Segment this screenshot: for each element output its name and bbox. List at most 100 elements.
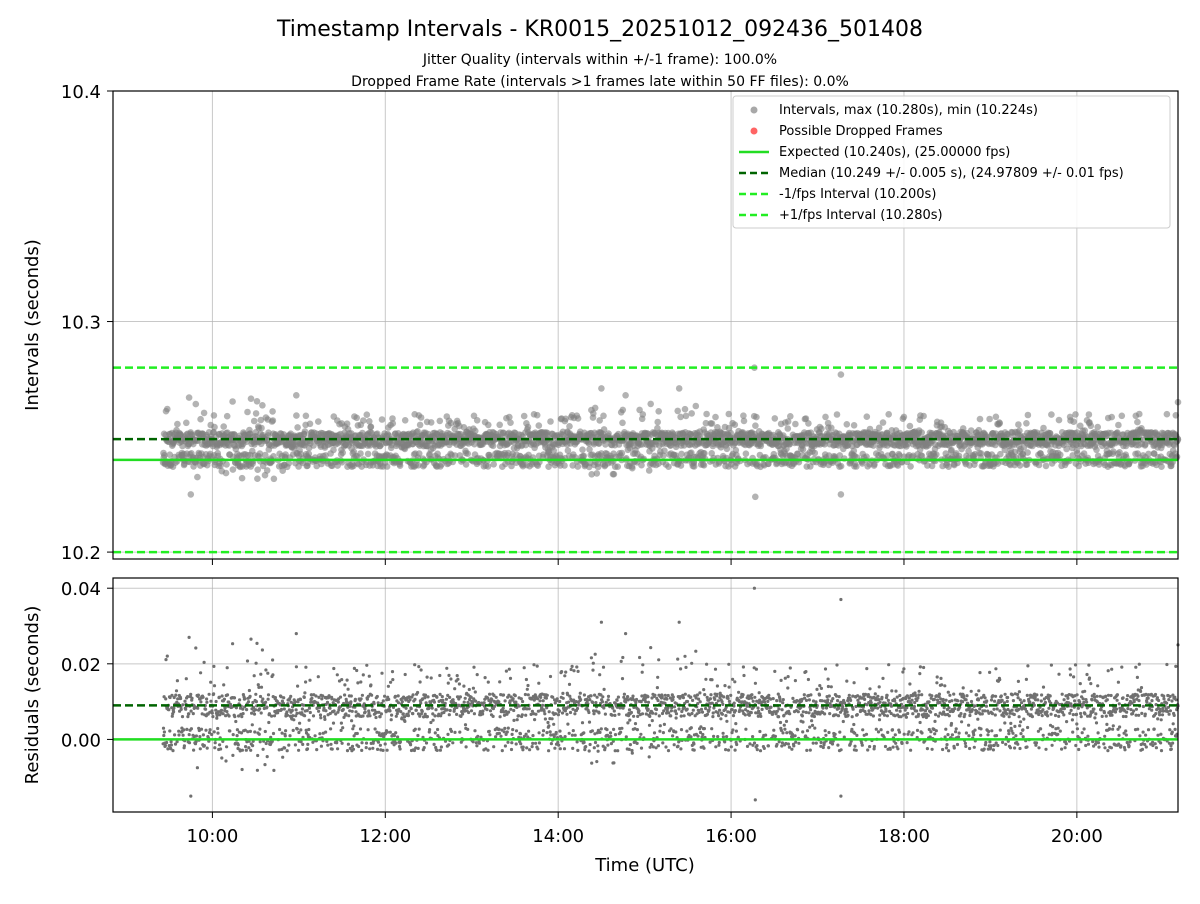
residual-point (521, 700, 524, 703)
residual-point (259, 695, 262, 698)
interval-point (353, 415, 360, 422)
interval-point (732, 421, 739, 428)
residual-point (209, 728, 212, 731)
residual-point (475, 744, 478, 747)
residual-point (472, 687, 475, 690)
interval-point (239, 475, 246, 482)
residual-point (162, 734, 165, 737)
residual-point (468, 688, 471, 691)
residual-point (337, 700, 340, 703)
residual-point (371, 747, 374, 750)
residual-point (267, 693, 270, 696)
residual-point (613, 714, 616, 717)
residual-point (568, 732, 571, 735)
residual-point (568, 683, 571, 686)
residual-point (288, 734, 291, 737)
interval-point (712, 414, 719, 421)
residual-point (251, 723, 254, 726)
interval-point (703, 411, 710, 418)
residual-point (179, 697, 182, 700)
residual-point (417, 665, 420, 668)
residual-point (674, 709, 677, 712)
residual-point (369, 683, 372, 686)
residual-point (478, 742, 481, 745)
residual-point (365, 746, 368, 749)
residual-point (336, 747, 339, 750)
residual-point (308, 707, 311, 710)
residual-point (234, 720, 237, 723)
residual-point (314, 734, 317, 737)
residual-point (257, 683, 260, 686)
residual-point (510, 733, 513, 736)
residual-point (181, 715, 184, 718)
interval-point (417, 422, 424, 429)
residual-point (204, 708, 207, 711)
residual-point (701, 711, 704, 714)
interval-point (379, 416, 386, 423)
interval-point (251, 418, 258, 425)
residual-point (571, 665, 574, 668)
residual-point (190, 727, 193, 730)
residual-point (649, 646, 652, 649)
residual-point (680, 715, 683, 718)
residual-point (588, 721, 591, 724)
interval-point (293, 412, 300, 419)
residual-point (499, 715, 502, 718)
interval-point (565, 447, 572, 454)
residual-point (280, 708, 283, 711)
residual-point (558, 730, 561, 733)
residual-point (653, 731, 656, 734)
residual-point (326, 701, 329, 704)
residual-point (568, 695, 571, 698)
residual-point (654, 712, 657, 715)
interval-point (1070, 418, 1077, 425)
residual-point (243, 697, 246, 700)
residual-point (377, 741, 380, 744)
interval-point (674, 408, 681, 415)
residual-point (361, 694, 364, 697)
residual-point (249, 730, 252, 733)
residual-point (597, 711, 600, 714)
residual-point (166, 655, 169, 658)
residual-point (676, 658, 679, 661)
residual-point (514, 694, 517, 697)
residual-point (202, 696, 205, 699)
residual-point (231, 754, 234, 757)
interval-point (792, 421, 799, 428)
interval-point (1088, 423, 1095, 430)
residual-point (260, 711, 263, 714)
interval-point (575, 463, 582, 470)
residual-point (571, 734, 574, 737)
residual-point (472, 740, 475, 743)
residual-point (253, 674, 256, 677)
y-tick-label: 10.2 (61, 543, 101, 564)
residual-point (502, 693, 505, 696)
residual-point (458, 682, 461, 685)
interval-point (978, 450, 985, 457)
residual-point (561, 711, 564, 714)
residual-point (211, 712, 214, 715)
residual-point (186, 695, 189, 698)
residual-point (690, 662, 693, 665)
residual-point (604, 746, 607, 749)
residual-point (299, 698, 302, 701)
residual-point (286, 714, 289, 717)
residual-point (390, 714, 393, 717)
interval-point (812, 450, 819, 457)
interval-point (834, 411, 841, 418)
interval-point (654, 419, 661, 426)
interval-point (693, 403, 700, 410)
residual-point (504, 710, 507, 713)
residual-point (604, 713, 607, 716)
residual-point (690, 712, 693, 715)
residual-point (162, 727, 165, 730)
residual-point (652, 745, 655, 748)
residual-point (673, 743, 676, 746)
residual-point (391, 670, 394, 673)
residual-point (167, 708, 170, 711)
residual-point (359, 727, 362, 730)
residual-point (384, 742, 387, 745)
residual-point (216, 727, 219, 730)
residual-point (447, 674, 450, 677)
residual-point (706, 713, 709, 716)
